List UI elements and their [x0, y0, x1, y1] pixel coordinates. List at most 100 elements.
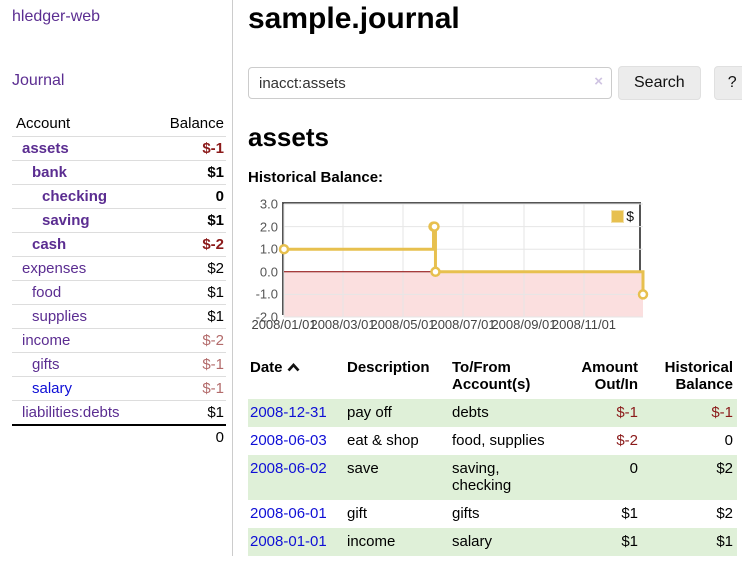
- account-row: bank $1: [12, 160, 226, 185]
- y-tick-label: 2.0: [259, 219, 278, 235]
- x-tick-label: 2008/01/01: [251, 317, 317, 332]
- transaction-accounts: gifts: [452, 505, 480, 522]
- x-tick-label: 2008/07/01: [430, 317, 496, 332]
- account-row: liabilities:debts $1: [12, 400, 226, 425]
- account-balance: $1: [150, 400, 226, 425]
- app-window: hledger-web Journal Account Balance asse…: [0, 0, 742, 556]
- app-title-link[interactable]: hledger-web: [12, 8, 101, 25]
- account-row: supplies $1: [12, 304, 226, 329]
- account-balance: $1: [150, 208, 226, 233]
- transaction-balance: $2: [642, 455, 737, 500]
- main-content: sample.journal × Search ? assets Histori…: [233, 0, 742, 556]
- y-tick-label: 0.0: [259, 264, 278, 280]
- legend-label: $: [626, 208, 634, 224]
- transaction-description: income: [345, 528, 450, 556]
- transaction-amount: $-2: [616, 432, 638, 449]
- chart-title: Historical Balance:: [248, 169, 384, 186]
- transaction-amount: $-1: [560, 399, 642, 427]
- account-link-supplies[interactable]: supplies: [32, 308, 88, 325]
- account-row: gifts $-1: [12, 352, 226, 377]
- account-row: expenses $2: [12, 256, 226, 281]
- help-button[interactable]: ?: [713, 66, 742, 100]
- legend-swatch-icon: [611, 209, 625, 223]
- transaction-date-link[interactable]: 2008-06-01: [250, 505, 327, 522]
- account-row: saving $1: [12, 208, 226, 233]
- x-tick-label: 2008/09/01: [491, 317, 557, 332]
- date-column-header: Date: [248, 355, 345, 399]
- account-row: income $-2: [12, 328, 226, 353]
- account-link-expenses[interactable]: expenses: [22, 260, 87, 277]
- transaction-accounts: food, supplies: [452, 432, 545, 449]
- y-tick-label: -1.0: [255, 286, 278, 302]
- transaction-balance: $-1: [642, 399, 737, 427]
- x-tick-label: 2008/05/01: [370, 317, 436, 332]
- transaction-date-link[interactable]: 2008-06-03: [250, 432, 327, 449]
- transaction-amount: 0: [560, 455, 642, 500]
- y-tick-label: -2.0: [255, 309, 278, 325]
- account-balance: $1: [150, 160, 226, 185]
- transaction-date-link[interactable]: 2008-12-31: [250, 404, 327, 421]
- transaction-date-link[interactable]: 2008-06-02: [250, 460, 327, 477]
- account-link-income[interactable]: income: [22, 332, 71, 349]
- account-link-checking[interactable]: checking: [42, 188, 108, 205]
- account-link-assets[interactable]: assets: [22, 140, 69, 157]
- chart-plot-area: $: [278, 202, 649, 318]
- chart-y-axis: 3.0 2.0 1.0 0.0 -1.0 -2.0: [248, 197, 278, 325]
- transaction-date-link[interactable]: 2008-01-01: [250, 533, 327, 550]
- transaction-description: gift: [347, 505, 368, 522]
- search-input[interactable]: [248, 67, 612, 99]
- account-link-gifts[interactable]: gifts: [32, 356, 60, 373]
- amount-column-header: Amount Out/In: [581, 359, 638, 393]
- transaction-accounts: debts: [450, 399, 560, 427]
- chart-legend: $: [609, 207, 636, 225]
- account-link-bank[interactable]: bank: [32, 164, 68, 181]
- sort-chevron-up-icon: [287, 359, 300, 376]
- x-tick-label: 2008/03/01: [310, 317, 376, 332]
- account-row: assets $-1: [12, 136, 226, 161]
- account-row: checking 0: [12, 184, 226, 209]
- account-link-cash[interactable]: cash: [32, 236, 67, 253]
- register-row: 2008-01-01 income salary $1 $1: [248, 528, 737, 556]
- account-balance: 0: [150, 184, 226, 209]
- account-balance: $-1: [150, 352, 226, 377]
- description-column-header: Description: [347, 359, 430, 376]
- transaction-description: eat & shop: [347, 432, 419, 449]
- register-row: 2008-06-03 eat & shop food, supplies $-2 0: [248, 427, 737, 455]
- account-row: salary $-1: [12, 376, 226, 401]
- account-heading: assets: [248, 122, 329, 152]
- account-balance: $1: [150, 304, 226, 329]
- balance-column-header: Balance: [169, 115, 224, 132]
- accounts-total-spacer: [12, 424, 151, 449]
- account-column-header: Account: [16, 115, 71, 132]
- register-header-row: Date Description To/From Account(s) Amou…: [248, 355, 737, 399]
- register-row: 2008-12-31 pay off debts $-1 $-1: [248, 399, 737, 427]
- balance-column-header-register: Historical Balance: [664, 359, 733, 393]
- register-table: Date Description To/From Account(s) Amou…: [248, 355, 737, 556]
- accounts-table-header: Account Balance: [12, 112, 226, 137]
- clear-search-icon[interactable]: ×: [594, 73, 603, 90]
- account-link-salary[interactable]: salary: [32, 380, 73, 397]
- journal-link[interactable]: Journal: [12, 72, 65, 89]
- transaction-balance: $1: [642, 528, 737, 556]
- page-title: sample.journal: [248, 2, 460, 35]
- accounts-column-header: To/From Account(s): [452, 359, 531, 393]
- account-link-saving[interactable]: saving: [42, 212, 90, 229]
- register-row: 2008-06-01 gift gifts $1 $2: [248, 500, 737, 528]
- account-link-liabilities-debts[interactable]: liabilities:debts: [22, 404, 120, 421]
- register-row: 2008-06-02 save saving, checking 0 $2: [248, 455, 737, 500]
- accounts-total-row: 0: [12, 424, 226, 449]
- account-balance: $-1: [150, 136, 226, 161]
- chart-canvas: [278, 203, 649, 318]
- transaction-amount: $1: [621, 505, 638, 522]
- transaction-description: save: [345, 455, 450, 500]
- accounts-table: Account Balance assets $-1 bank $1 checking 0…: [12, 112, 226, 449]
- account-link-food[interactable]: food: [32, 284, 62, 301]
- search-button[interactable]: Search: [618, 66, 701, 100]
- account-balance: $-2: [150, 232, 226, 257]
- transaction-description: pay off: [345, 399, 450, 427]
- y-tick-label: 1.0: [259, 241, 278, 257]
- x-tick-label: 2008/11/01: [551, 317, 617, 332]
- transaction-balance: 0: [724, 432, 733, 449]
- sidebar: hledger-web Journal Account Balance asse…: [0, 0, 233, 556]
- search-bar: × Search ?: [248, 66, 742, 100]
